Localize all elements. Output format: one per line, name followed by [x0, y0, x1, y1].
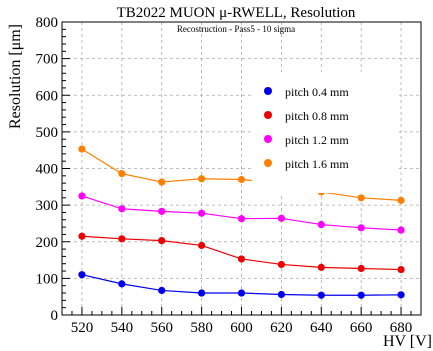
- legend-label-3: pitch 1.6 mm: [285, 157, 349, 171]
- legend-marker-3: [264, 159, 272, 167]
- data-point: [357, 224, 365, 232]
- data-point: [237, 289, 246, 297]
- data-point: [237, 215, 246, 223]
- data-point: [198, 289, 206, 297]
- legend-marker-1: [264, 111, 272, 119]
- legend-items: pitch 0.4 mm pitch 0.8 mm pitch 1.2 mm pitc…: [264, 85, 349, 171]
- series-0: [78, 271, 405, 299]
- data-point: [357, 194, 365, 202]
- data-point: [237, 175, 246, 184]
- data-point: [397, 265, 405, 274]
- y-tick-label-7: 700: [36, 52, 59, 68]
- data-point: [198, 241, 206, 250]
- y-tick-label-6: 600: [36, 88, 59, 104]
- legend-marker-0: [264, 87, 272, 95]
- legend-label-0: pitch 0.4 mm: [285, 85, 349, 99]
- chart-title: TB2022 MUON μ-RWELL, Resolution: [117, 5, 356, 21]
- x-tick-label-1: 540: [111, 320, 134, 336]
- series-2: [78, 192, 405, 234]
- data-point: [277, 214, 285, 222]
- data-point: [78, 232, 86, 240]
- legend-label-1: pitch 0.8 mm: [285, 109, 349, 123]
- x-tick-label-8: 680: [390, 320, 413, 336]
- data-point: [158, 207, 166, 215]
- data-point: [317, 263, 325, 271]
- data-point: [118, 205, 126, 213]
- x-tick-label-0: 520: [71, 320, 94, 336]
- data-point: [78, 271, 86, 279]
- data-point: [277, 260, 285, 269]
- data-point: [397, 196, 405, 204]
- y-tick-label-0: 0: [51, 308, 59, 324]
- y-tick-label-5: 500: [36, 125, 59, 141]
- series-group: [78, 145, 405, 299]
- x-tick-label-7: 660: [350, 320, 373, 336]
- data-point: [158, 286, 166, 295]
- data-point: [317, 291, 325, 299]
- data-point: [78, 192, 86, 200]
- x-tick-label-5: 620: [270, 320, 293, 336]
- data-point: [198, 175, 206, 183]
- series-1: [78, 232, 405, 274]
- data-point: [397, 226, 405, 234]
- x-tick-label-4: 600: [230, 320, 253, 336]
- data-point: [158, 178, 166, 186]
- data-point: [277, 290, 285, 299]
- chart-subtitle: Recostruction - Pass5 - 10 sigma: [177, 24, 295, 34]
- tick-labels: 520 540 560 580 600 620 640 660 680 0 100 200 300 400…: [36, 15, 413, 336]
- x-tick-label-2: 560: [150, 320, 173, 336]
- data-point: [237, 255, 246, 263]
- axis-ticks: [62, 21, 412, 316]
- y-tick-label-8: 800: [36, 15, 59, 31]
- x-tick-label-3: 580: [190, 320, 213, 336]
- data-point: [118, 170, 126, 178]
- x-axis-label: HV [V]: [383, 333, 432, 350]
- y-tick-label-3: 300: [36, 198, 59, 214]
- y-tick-label-4: 400: [36, 162, 59, 178]
- legend-marker-2: [264, 135, 272, 143]
- legend-box: [252, 72, 399, 193]
- y-axis-label: Resolution [μm]: [7, 24, 24, 129]
- data-point: [357, 291, 365, 299]
- series-line-2: [81, 195, 402, 231]
- legend-label-2: pitch 1.2 mm: [285, 133, 349, 147]
- data-point: [198, 209, 206, 217]
- x-tick-label-6: 640: [310, 320, 333, 336]
- data-point: [78, 145, 86, 153]
- data-point: [118, 235, 126, 243]
- data-point: [317, 220, 325, 229]
- legend: pitch 0.4 mm pitch 0.8 mm pitch 1.2 mm pitc…: [252, 72, 399, 193]
- data-point: [158, 237, 166, 245]
- data-point: [118, 280, 126, 288]
- data-point: [357, 264, 365, 273]
- y-tick-label-2: 200: [36, 235, 59, 251]
- data-point: [397, 291, 405, 299]
- y-tick-label-1: 100: [36, 271, 59, 287]
